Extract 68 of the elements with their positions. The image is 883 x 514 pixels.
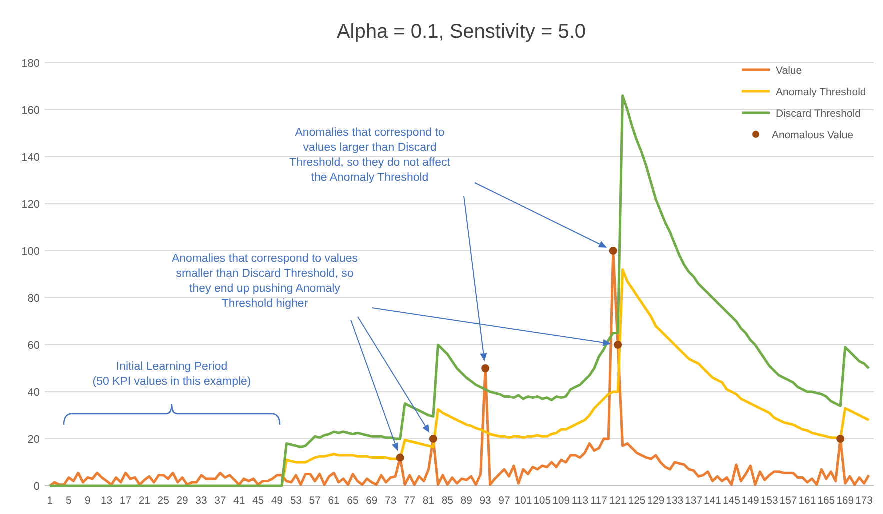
annotation: Anomalies that correspond to values larger than Discard Threshold, so they do not affect the Anomaly Threshold: [290, 127, 452, 184]
x-tick-label: 93: [480, 495, 492, 507]
x-tick-label: 137: [685, 495, 703, 507]
x-tick-label: 1: [47, 495, 54, 507]
x-tick-label: 173: [856, 495, 874, 507]
legend-label: Anomalous Value: [772, 130, 854, 142]
x-tick-label: 101: [514, 495, 532, 507]
x-tick-label: 85: [442, 495, 454, 507]
x-tick-label: 81: [422, 495, 435, 507]
y-tick-label: 20: [28, 434, 40, 446]
point: [609, 247, 618, 255]
point: [482, 364, 490, 372]
point: [836, 435, 845, 443]
x-tick-label: 61: [328, 495, 340, 507]
x-tick-label: 5: [66, 495, 72, 507]
y-tick-label: 100: [22, 246, 40, 258]
x-tick-label: 77: [404, 495, 416, 507]
x-tick-label: 37: [214, 495, 226, 507]
x-tick-label: 49: [271, 495, 284, 507]
x-tick-label: 117: [590, 495, 608, 507]
y-tick-label: 140: [22, 152, 40, 164]
x-tick-label: 53: [290, 495, 302, 507]
legend-label: Value: [776, 65, 802, 77]
x-tick-label: 21: [138, 495, 151, 507]
point: [429, 435, 438, 443]
y-tick-label: 60: [28, 340, 40, 352]
x-tick-label: 9: [84, 495, 91, 507]
point: [396, 454, 404, 462]
annotation: Initial Learning Period (50 KPI values in this example): [92, 361, 252, 388]
y-tick-label: 120: [22, 199, 40, 211]
x-tick-label: 157: [780, 495, 798, 507]
x-tick-label: 25: [158, 495, 170, 507]
x-tick-label: 89: [460, 495, 473, 507]
x-tick-label: 109: [552, 495, 570, 507]
x-tick-label: 13: [100, 495, 113, 507]
x-tick-label: 105: [534, 495, 552, 507]
x-tick-label: 141: [704, 495, 722, 507]
y-tick-label: 40: [28, 387, 40, 399]
x-tick-label: 125: [628, 495, 646, 507]
x-tick-label: 29: [176, 495, 189, 507]
x-tick-label: 57: [309, 495, 322, 507]
x-tick-label: 33: [196, 495, 208, 507]
x-tick-label: 129: [647, 495, 665, 507]
annotation: Anomalies that correspond to values smaller than Discard Threshold, so they end up pushing Anomaly Threshold higher: [172, 253, 358, 310]
x-tick-label: 169: [836, 495, 854, 507]
x-tick-label: 73: [385, 495, 397, 507]
y-tick-label: 160: [22, 105, 40, 117]
x-tick-label: 97: [498, 495, 510, 507]
x-tick-label: 41: [234, 495, 246, 507]
y-tick-label: 80: [28, 293, 40, 305]
x-tick-label: 65: [347, 495, 359, 507]
y-tick-label: 180: [22, 58, 40, 70]
y-tick-label: 0: [34, 481, 40, 493]
legend-label: Anomaly Threshold: [776, 86, 866, 98]
x-tick-label: 121: [609, 495, 628, 507]
x-tick-label: 153: [760, 495, 778, 507]
x-tick-label: 149: [742, 495, 760, 507]
x-tick-label: 45: [252, 495, 264, 507]
x-tick-label: 133: [666, 495, 684, 507]
x-tick-label: 165: [818, 495, 836, 507]
x-tick-label: 17: [120, 495, 132, 507]
x-tick-label: 161: [798, 495, 816, 507]
point: [614, 341, 622, 349]
chart-title: Alpha = 0.1, Senstivity = 5.0: [336, 21, 586, 43]
legend-label: Discard Threshold: [776, 108, 862, 120]
x-tick-label: 145: [722, 495, 741, 507]
x-tick-label: 69: [366, 495, 378, 507]
x-tick-label: 113: [572, 495, 589, 507]
